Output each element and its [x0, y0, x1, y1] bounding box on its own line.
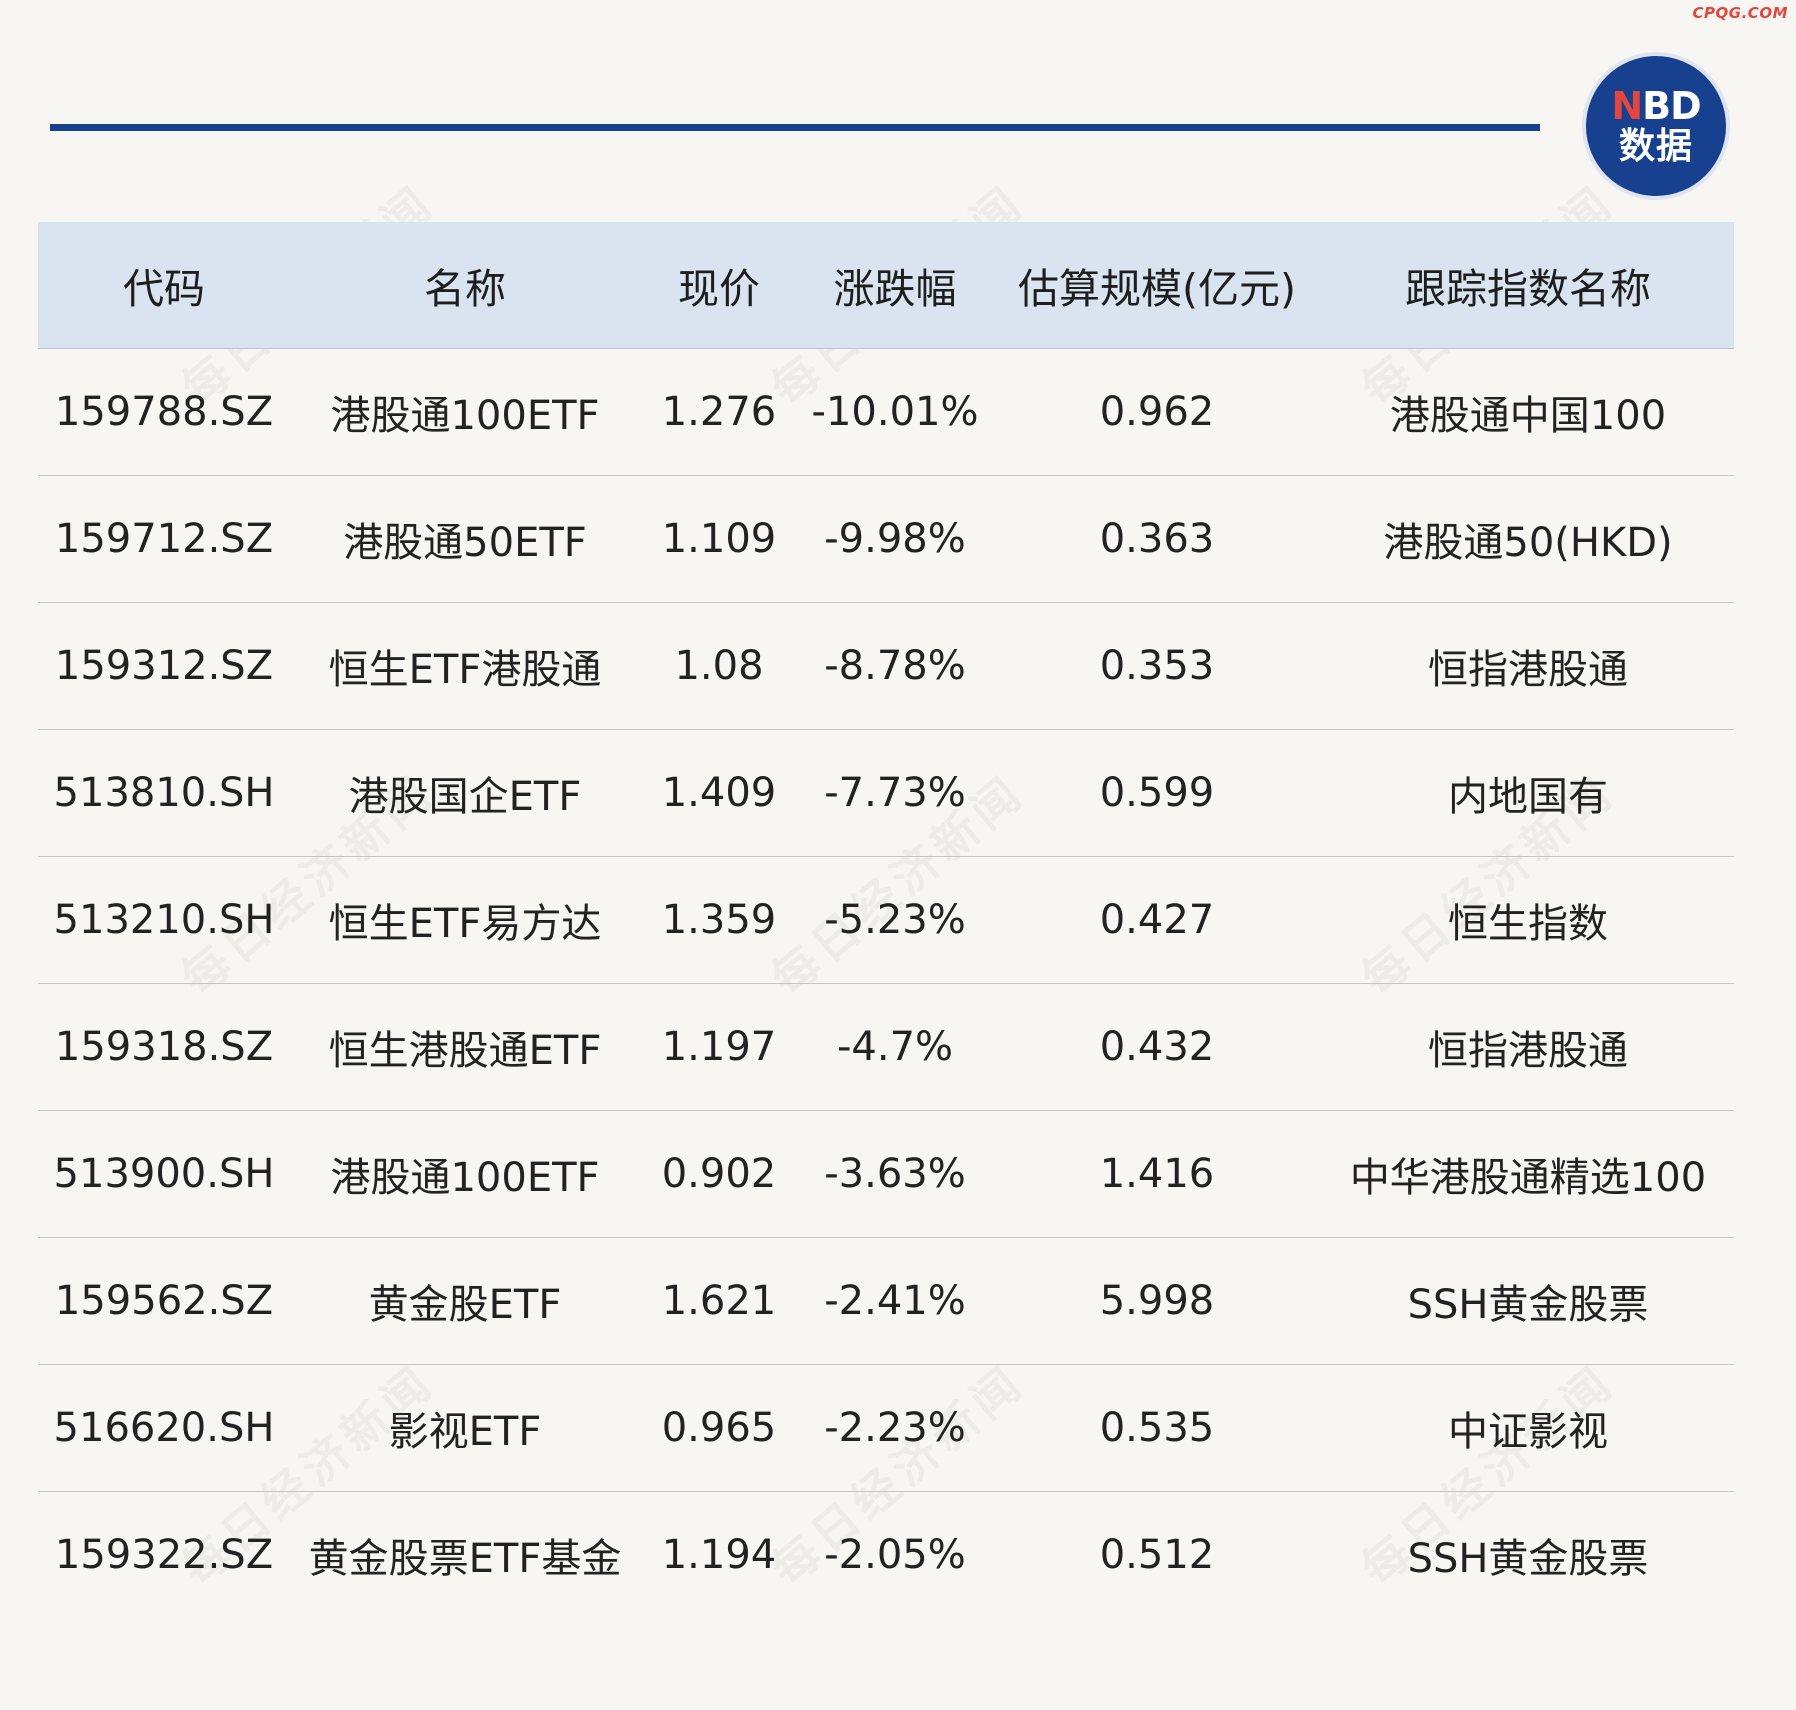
cell-change: -8.78%	[824, 643, 966, 689]
cell-change: -2.05%	[824, 1532, 966, 1578]
table-row: 159788.SZ 港股通100ETF 1.276 -10.01% 0.962 港股通中国…	[38, 349, 1734, 476]
cell-code: 159788.SZ	[54, 389, 274, 435]
cell-name: 恒生港股通ETF	[328, 1028, 602, 1074]
cell-change: -5.23%	[824, 897, 966, 943]
cell-scale: 0.512	[1099, 1532, 1215, 1578]
table-header-row: 代码 名称 现价 涨跌幅 估算规模(亿元) 跟踪指数名称	[38, 222, 1734, 349]
cell-scale: 0.599	[1099, 770, 1215, 816]
cell-price: 1.08	[674, 643, 764, 689]
cell-index: 港股通中国100	[1389, 393, 1667, 439]
cell-change: -3.63%	[824, 1151, 966, 1197]
cell-change: -10.01%	[811, 389, 979, 435]
cell-scale: 0.353	[1099, 643, 1215, 689]
cell-name: 恒生ETF港股通	[328, 647, 602, 693]
cell-name: 港股通50ETF	[343, 520, 587, 566]
cell-index: 内地国有	[1448, 774, 1608, 820]
cell-change: -4.7%	[836, 1024, 954, 1070]
cell-scale: 0.432	[1099, 1024, 1215, 1070]
table-row: 159318.SZ 恒生港股通ETF 1.197 -4.7% 0.432 恒指港股通	[38, 984, 1734, 1111]
cell-change: -7.73%	[824, 770, 966, 816]
cell-code: 513900.SH	[53, 1151, 275, 1197]
cell-price: 0.965	[661, 1405, 777, 1451]
cell-name: 港股国企ETF	[348, 774, 582, 820]
cell-index: 恒指港股通	[1428, 1028, 1628, 1074]
cell-price: 1.194	[661, 1532, 777, 1578]
cell-index: SSH黄金股票	[1407, 1536, 1649, 1582]
cell-change: -2.41%	[824, 1278, 966, 1324]
cell-code: 159318.SZ	[54, 1024, 274, 1070]
logo-n-letter: N	[1611, 84, 1643, 128]
cell-price: 0.902	[661, 1151, 777, 1197]
header-name: 名称	[424, 265, 506, 313]
cell-name: 港股通100ETF	[330, 393, 600, 439]
logo-subtitle: 数据	[1618, 126, 1693, 167]
cell-index: SSH黄金股票	[1407, 1282, 1649, 1328]
cell-code: 159322.SZ	[54, 1532, 274, 1578]
site-watermark: CPQG.COM	[1692, 4, 1788, 22]
cell-index: 港股通50(HKD)	[1383, 520, 1673, 566]
header-scale: 估算规模(亿元)	[1018, 265, 1296, 313]
cell-name: 影视ETF	[388, 1409, 542, 1455]
etf-table: 代码 名称 现价 涨跌幅 估算规模(亿元) 跟踪指数名称 159788.SZ 港股…	[38, 222, 1734, 1618]
logo-bd-letters: BD	[1642, 84, 1702, 128]
cell-index: 中华港股通精选100	[1349, 1155, 1707, 1201]
cell-name: 恒生ETF易方达	[328, 901, 602, 947]
table-row: 513900.SH 港股通100ETF 0.902 -3.63% 1.416 中华港股通精…	[38, 1111, 1734, 1238]
header-rule	[50, 124, 1540, 131]
cell-name: 黄金股票ETF基金	[308, 1536, 622, 1582]
header-change: 涨跌幅	[833, 265, 957, 313]
cell-price: 1.276	[661, 389, 777, 435]
cell-code: 513810.SH	[53, 770, 275, 816]
cell-price: 1.409	[661, 770, 777, 816]
cell-price: 1.359	[661, 897, 777, 943]
cell-scale: 0.535	[1099, 1405, 1215, 1451]
table-row: 159312.SZ 恒生ETF港股通 1.08 -8.78% 0.353 恒指港股通	[38, 603, 1734, 730]
nbd-data-logo: NBD 数据	[1586, 56, 1726, 196]
cell-change: -9.98%	[824, 516, 966, 562]
cell-scale: 0.962	[1099, 389, 1215, 435]
table-body: 159788.SZ 港股通100ETF 1.276 -10.01% 0.962 港股通中国…	[38, 349, 1734, 1618]
cell-index: 中证影视	[1448, 1409, 1608, 1455]
cell-scale: 5.998	[1099, 1278, 1215, 1324]
logo-nbd-text: NBD	[1611, 84, 1702, 128]
cell-scale: 0.363	[1099, 516, 1215, 562]
cell-code: 159562.SZ	[54, 1278, 274, 1324]
cell-code: 513210.SH	[53, 897, 275, 943]
cell-name: 港股通100ETF	[330, 1155, 600, 1201]
cell-index: 恒指港股通	[1428, 647, 1628, 693]
cell-code: 159312.SZ	[54, 643, 274, 689]
header-index: 跟踪指数名称	[1405, 265, 1651, 313]
table-row: 513810.SH 港股国企ETF 1.409 -7.73% 0.599 内地国有	[38, 730, 1734, 857]
cell-scale: 1.416	[1099, 1151, 1215, 1197]
cell-price: 1.109	[661, 516, 777, 562]
header-price: 现价	[678, 265, 760, 313]
cell-name: 黄金股ETF	[368, 1282, 562, 1328]
table-row: 516620.SH 影视ETF 0.965 -2.23% 0.535 中证影视	[38, 1365, 1734, 1492]
table-row: 159712.SZ 港股通50ETF 1.109 -9.98% 0.363 港股通50(H…	[38, 476, 1734, 603]
header-code: 代码	[123, 265, 205, 313]
cell-change: -2.23%	[824, 1405, 966, 1451]
cell-code: 516620.SH	[53, 1405, 275, 1451]
cell-price: 1.621	[661, 1278, 777, 1324]
cell-index: 恒生指数	[1448, 901, 1608, 947]
table-row: 159562.SZ 黄金股ETF 1.621 -2.41% 5.998 SSH黄金股票	[38, 1238, 1734, 1365]
cell-scale: 0.427	[1099, 897, 1215, 943]
table-row: 159322.SZ 黄金股票ETF基金 1.194 -2.05% 0.512 SSH黄金股…	[38, 1492, 1734, 1618]
table-row: 513210.SH 恒生ETF易方达 1.359 -5.23% 0.427 恒生指数	[38, 857, 1734, 984]
cell-price: 1.197	[661, 1024, 777, 1070]
cell-code: 159712.SZ	[54, 516, 274, 562]
